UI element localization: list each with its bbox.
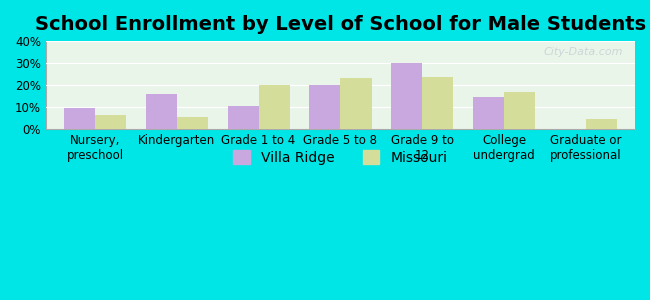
Bar: [146, 94, 177, 129]
Bar: [473, 97, 504, 129]
Bar: [504, 92, 535, 129]
Title: School Enrollment by Level of School for Male Students: School Enrollment by Level of School for…: [35, 15, 646, 34]
Bar: [422, 77, 453, 129]
Bar: [227, 106, 259, 129]
Bar: [309, 85, 341, 129]
Bar: [177, 117, 208, 129]
Bar: [341, 78, 372, 129]
Legend: Villa Ridge, Missouri: Villa Ridge, Missouri: [228, 144, 453, 170]
Bar: [586, 119, 617, 129]
Bar: [64, 108, 95, 129]
Text: City-Data.com: City-Data.com: [543, 47, 623, 57]
Bar: [391, 63, 423, 129]
Bar: [259, 85, 290, 129]
Bar: [95, 115, 126, 129]
